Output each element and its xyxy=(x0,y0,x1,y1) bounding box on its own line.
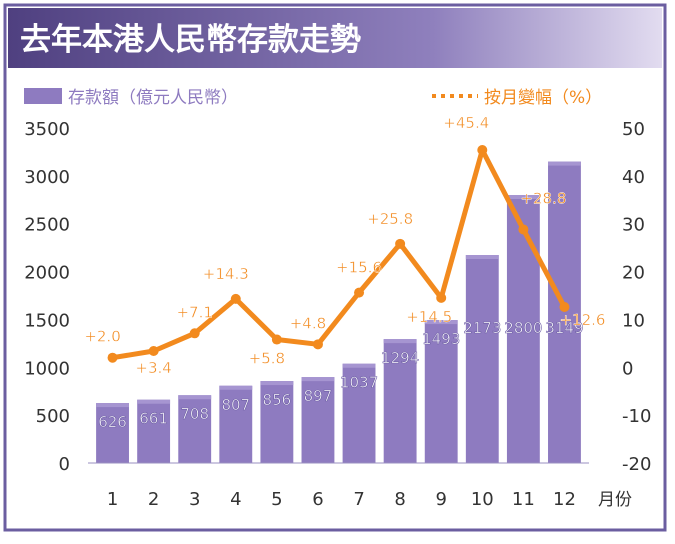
bar-value-label: 856 xyxy=(263,391,292,409)
legend: 存款額（億元人民幣） 按月變幅（%） xyxy=(24,88,602,108)
bar-value-label: 661 xyxy=(139,410,168,428)
y-left-tick-label: 0 xyxy=(59,454,70,475)
line-value-label: +14.5 xyxy=(406,308,452,326)
y-left-tick-label: 3500 xyxy=(24,119,70,140)
chart-title: 去年本港人民幣存款走勢 xyxy=(20,22,361,58)
bar xyxy=(96,403,129,463)
line-value-label: +25.8 xyxy=(367,210,413,228)
line-series xyxy=(112,147,567,361)
title-banner xyxy=(8,8,662,68)
legend-bar-swatch xyxy=(24,88,62,104)
y-left-tick-label: 2500 xyxy=(24,215,70,236)
x-tick-label: 12 xyxy=(553,489,576,510)
plot-area: 0 500 1000 1500 2000 2500 3000 3500 -20 -10 0 10 20 3… xyxy=(24,114,651,510)
x-tick-label: 8 xyxy=(394,489,405,510)
legend-bar-label: 存款額（億元人民幣） xyxy=(68,88,238,108)
y-right-tick-label: -10 xyxy=(622,406,651,427)
line-value-label: +15.6 xyxy=(336,259,382,277)
bar-top-highlight xyxy=(548,161,581,166)
y-left-tick-label: 1500 xyxy=(24,310,70,331)
line-value-label: +7.1 xyxy=(176,303,212,321)
bar-top-highlight xyxy=(137,399,171,404)
y-right-tick-label: 30 xyxy=(622,215,645,236)
x-tick-label: 5 xyxy=(271,489,282,510)
line-value-label: +2.0 xyxy=(84,328,120,346)
bar-top-highlight xyxy=(178,395,212,400)
bar xyxy=(301,377,335,463)
bar-value-label: 1493 xyxy=(422,330,460,348)
line-point xyxy=(148,346,159,357)
bar-value-label: 897 xyxy=(304,387,333,405)
y-right-tick-label: 0 xyxy=(622,358,633,379)
x-tick-label: 6 xyxy=(312,489,323,510)
line-value-label: +5.8 xyxy=(249,350,285,368)
bar-top-highlight xyxy=(465,255,499,260)
line-value-label: +28.8 xyxy=(520,189,566,207)
bar-top-highlight xyxy=(424,320,458,325)
bar xyxy=(548,161,581,464)
bar-top-highlight xyxy=(506,195,540,199)
line-point xyxy=(518,224,529,235)
line-value-label: +14.3 xyxy=(203,265,249,283)
bar-value-label: 708 xyxy=(180,405,209,423)
line-point xyxy=(271,334,282,345)
bar-value-label: 1037 xyxy=(340,374,378,392)
legend-line-label: 按月變幅（%） xyxy=(484,88,602,108)
x-tick-label: 10 xyxy=(471,489,494,510)
line-point xyxy=(230,293,241,304)
bar-value-label: 2800 xyxy=(504,319,542,337)
bar xyxy=(424,320,458,463)
line-point xyxy=(189,328,200,339)
bar xyxy=(219,385,253,463)
bar-top-highlight xyxy=(219,385,253,390)
y-left-tick-label: 1000 xyxy=(24,358,70,379)
line-point xyxy=(395,238,406,249)
y-right-tick-label: 40 xyxy=(622,167,645,188)
bar-top-highlight xyxy=(342,363,376,368)
bar-top-highlight xyxy=(260,381,294,386)
line-point xyxy=(559,301,570,312)
bar xyxy=(137,399,171,463)
line-value-label: +3.4 xyxy=(135,359,171,377)
bar xyxy=(260,381,294,463)
x-tick-label: 1 xyxy=(107,489,118,510)
x-axis-suffix: 月份 xyxy=(598,490,632,510)
line-point xyxy=(477,145,488,156)
line-value-label: +4.8 xyxy=(290,314,326,332)
x-tick-label: 7 xyxy=(353,489,364,510)
bar-value-label: 2173 xyxy=(463,319,501,337)
bar-top-highlight xyxy=(301,377,335,382)
bar-value-label: 626 xyxy=(98,413,127,431)
bar-value-label: 1294 xyxy=(381,349,419,367)
line-point xyxy=(312,339,323,350)
line-point xyxy=(354,287,365,298)
bar-top-highlight xyxy=(383,339,417,344)
line-point xyxy=(107,352,118,363)
line-point xyxy=(436,292,447,303)
x-tick-label: 9 xyxy=(435,489,446,510)
x-tick-label: 2 xyxy=(148,489,159,510)
y-right-tick-label: 10 xyxy=(622,310,645,331)
bar xyxy=(465,255,499,463)
bar xyxy=(383,339,417,463)
x-tick-label: 3 xyxy=(189,489,200,510)
y-left-tick-label: 500 xyxy=(36,406,70,427)
y-left-tick-label: 2000 xyxy=(24,263,70,284)
bar-value-label: 807 xyxy=(221,396,250,414)
y-right-tick-label: -20 xyxy=(622,454,651,475)
bar xyxy=(506,195,540,463)
y-right-tick-label: 20 xyxy=(622,263,645,284)
x-tick-label: 11 xyxy=(512,489,535,510)
line-value-label: +45.4 xyxy=(443,114,489,132)
bar-top-highlight xyxy=(96,403,129,408)
y-right-tick-label: 50 xyxy=(622,119,645,140)
line-value-label: +12.6 xyxy=(559,311,605,329)
x-tick-label: 4 xyxy=(230,489,241,510)
bar xyxy=(342,363,376,463)
y-left-tick-label: 3000 xyxy=(24,167,70,188)
bar-value-label: 3149 xyxy=(545,319,583,337)
bar xyxy=(178,395,212,463)
